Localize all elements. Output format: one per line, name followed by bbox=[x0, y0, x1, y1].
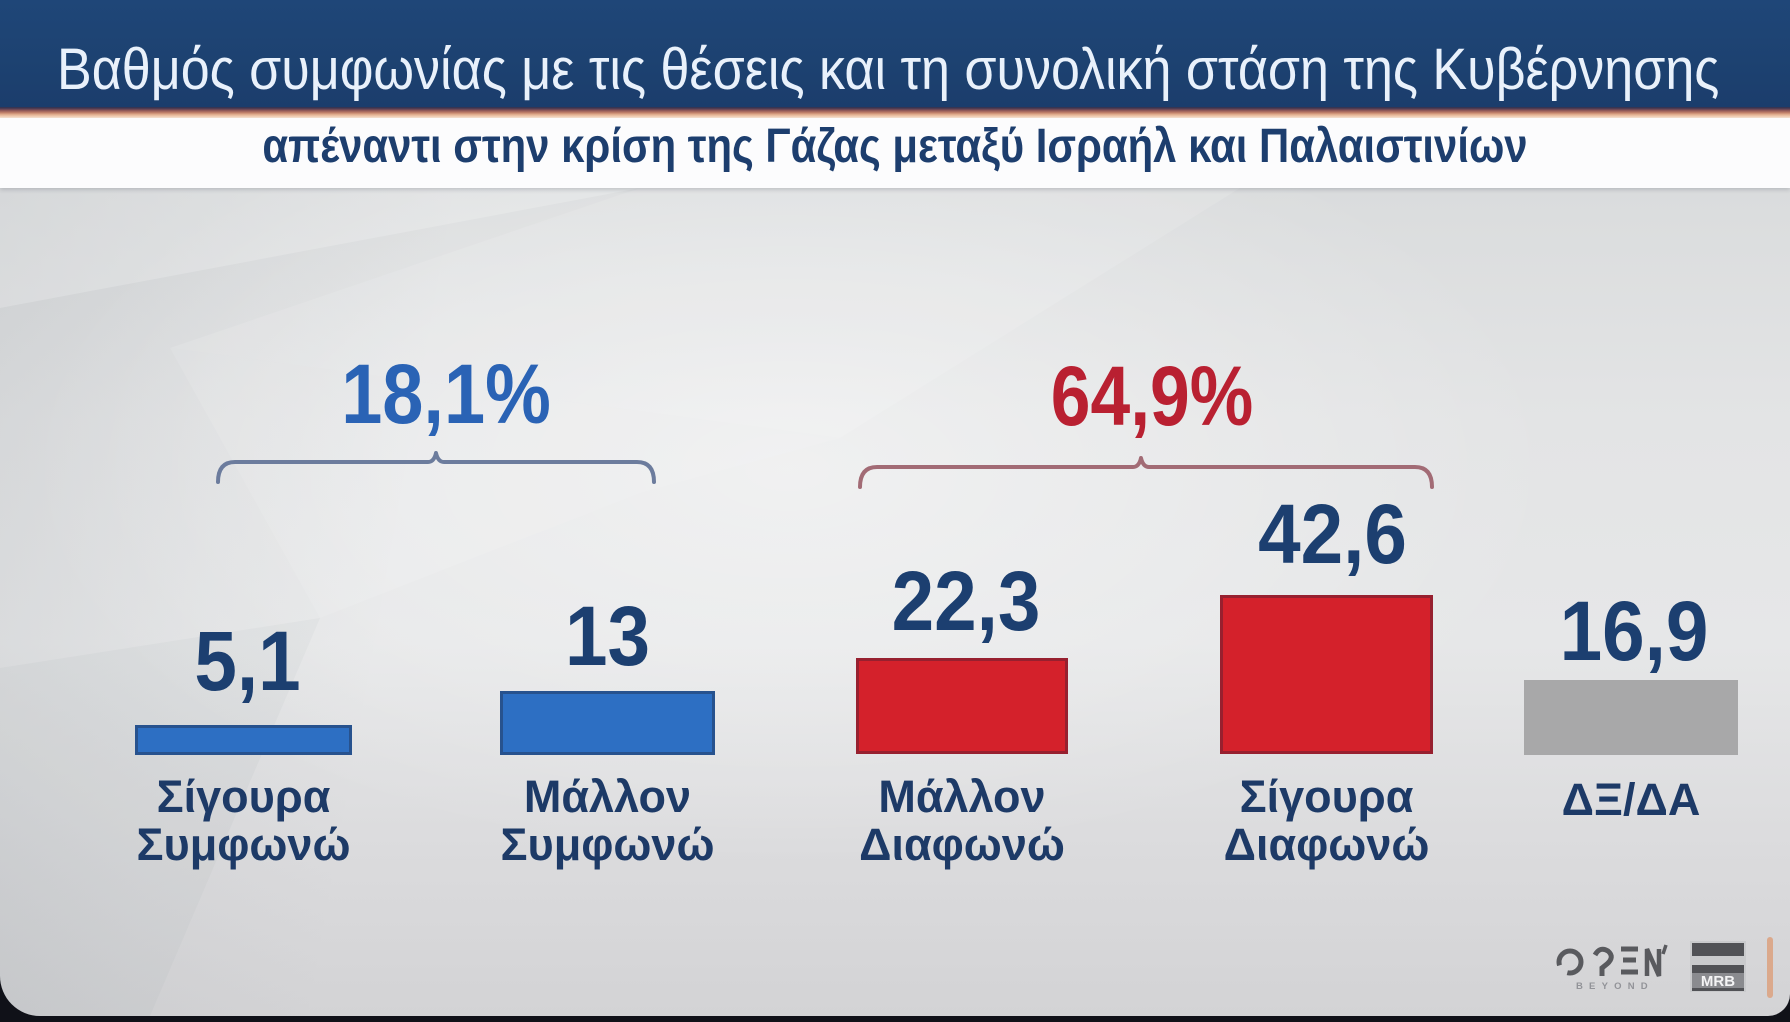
svg-text:MRB: MRB bbox=[1701, 973, 1735, 990]
svg-text:BEYOND: BEYOND bbox=[1576, 981, 1654, 992]
